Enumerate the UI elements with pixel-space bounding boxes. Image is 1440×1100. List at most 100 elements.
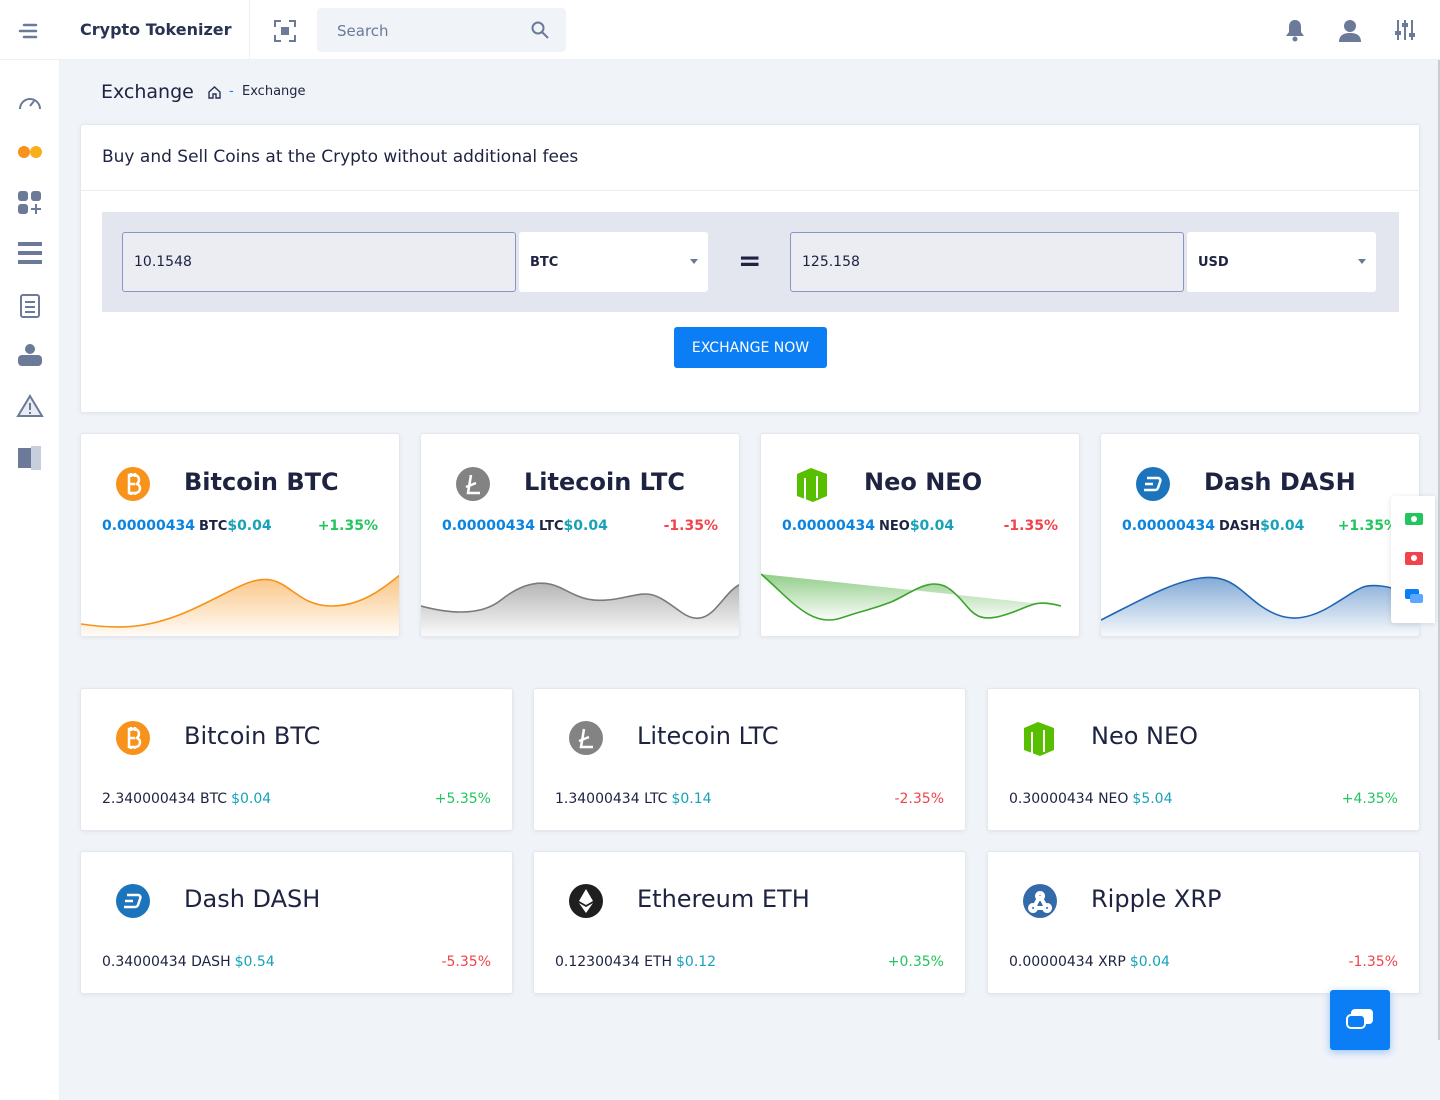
sparkline-area bbox=[761, 574, 1061, 621]
price: $0.04 bbox=[1260, 518, 1305, 534]
icon-shape bbox=[1144, 476, 1162, 492]
sparkline-line bbox=[421, 582, 739, 620]
balance-card[interactable]: Litecoin LTC 1.34000434 LTC $0.14 -2.35% bbox=[533, 688, 966, 831]
price-card[interactable]: Bitcoin BTC 0.00000434 BTC$0.04 +1.35% bbox=[80, 433, 400, 637]
sparkline-line bbox=[761, 573, 1062, 621]
breadcrumb-separator: - bbox=[229, 84, 234, 99]
nav-tasks[interactable] bbox=[19, 292, 41, 318]
exchange-heading: Buy and Sell Coins at the Crypto without… bbox=[102, 147, 579, 167]
fullscreen-icon[interactable] bbox=[274, 20, 296, 42]
change: -1.35% bbox=[1348, 954, 1398, 970]
sparkline-line bbox=[81, 574, 399, 628]
quick-chat[interactable] bbox=[1404, 588, 1424, 604]
coin-balance: 0.00000434 XRP $0.04 bbox=[1009, 954, 1170, 970]
breadcrumb-current: Exchange bbox=[242, 84, 306, 99]
amount: 0.00000434 XRP bbox=[1009, 954, 1126, 970]
settings-icon[interactable] bbox=[1394, 18, 1416, 42]
coin-name: Litecoin LTC bbox=[524, 468, 685, 496]
coin-icon bbox=[1136, 467, 1170, 501]
change: -1.35% bbox=[1003, 518, 1058, 534]
search-placeholder: Search bbox=[337, 22, 389, 40]
coin-balance: 2.340000434 BTC $0.04 bbox=[102, 791, 271, 807]
balance-card[interactable]: Bitcoin BTC 2.340000434 BTC $0.04 +5.35% bbox=[80, 688, 513, 831]
coin-icon bbox=[456, 467, 490, 501]
icon-shape bbox=[804, 476, 818, 500]
dropdown-caret bbox=[1358, 259, 1366, 264]
coin-name: Litecoin LTC bbox=[637, 722, 779, 750]
coin-icon bbox=[1024, 722, 1054, 756]
icon-shape bbox=[127, 473, 142, 495]
balance-card[interactable]: Ethereum ETH 0.12300434 ETH $0.12 +0.35% bbox=[533, 851, 966, 994]
menu-toggle[interactable] bbox=[18, 22, 38, 40]
notification-icon[interactable] bbox=[1284, 18, 1306, 42]
to-amount: 125.158 bbox=[802, 254, 860, 270]
chat-button[interactable] bbox=[1330, 990, 1390, 1050]
amount: 0.00000434 bbox=[782, 518, 875, 534]
search-box[interactable]: Search bbox=[317, 8, 566, 52]
icon-shape bbox=[579, 889, 593, 913]
icon-shape bbox=[578, 728, 593, 749]
home-icon[interactable] bbox=[208, 86, 221, 99]
nav-alerts[interactable] bbox=[16, 394, 44, 418]
sidebar bbox=[0, 60, 60, 1100]
coin-rate: 0.00000434 BTC$0.04 bbox=[102, 518, 272, 534]
user-icon[interactable] bbox=[1339, 18, 1361, 42]
price-card[interactable]: Litecoin LTC 0.00000434 LTC$0.04 -1.35% bbox=[420, 433, 740, 637]
nav-tables[interactable] bbox=[17, 241, 43, 267]
change: +0.35% bbox=[887, 954, 944, 970]
coin-balance: 1.34000434 LTC $0.14 bbox=[555, 791, 712, 807]
coin-icon bbox=[116, 884, 150, 918]
sparkline bbox=[761, 573, 1062, 621]
brand[interactable]: Crypto Tokenizer bbox=[80, 20, 232, 39]
to-amount-input[interactable]: 125.158 bbox=[790, 232, 1184, 292]
nav-exchange[interactable] bbox=[16, 140, 44, 164]
coin-rate: 0.00000434 DASH$0.04 bbox=[1122, 518, 1304, 534]
coin-name: Bitcoin BTC bbox=[184, 722, 321, 750]
coin-name: Dash DASH bbox=[1204, 468, 1356, 496]
price-card[interactable]: Neo NEO 0.00000434 NEO$0.04 -1.35% bbox=[760, 433, 1080, 637]
to-currency-select[interactable]: USD bbox=[1187, 232, 1376, 292]
change: +4.35% bbox=[1341, 791, 1398, 807]
page-title: Exchange bbox=[101, 81, 194, 103]
quick-gallery[interactable] bbox=[1404, 550, 1424, 566]
coin-rate: 0.00000434 LTC$0.04 bbox=[442, 518, 608, 534]
coin-rate: 0.00000434 NEO$0.04 bbox=[782, 518, 954, 534]
unit: LTC bbox=[539, 519, 564, 534]
from-amount-input[interactable]: 10.1548 bbox=[122, 232, 516, 292]
search-icon[interactable] bbox=[531, 21, 549, 39]
balance-card[interactable]: Ripple XRP 0.00000434 XRP $0.04 -1.35% bbox=[987, 851, 1420, 994]
icon-shape bbox=[1028, 891, 1053, 913]
balance-card[interactable]: Dash DASH 0.34000434 DASH $0.54 -5.35% bbox=[80, 851, 513, 994]
amount: 0.00000434 bbox=[1122, 518, 1215, 534]
nav-dashboard[interactable] bbox=[17, 90, 43, 114]
from-currency-select[interactable]: BTC bbox=[519, 232, 708, 292]
quick-cash[interactable] bbox=[1404, 512, 1424, 526]
coin-icon bbox=[569, 884, 603, 918]
coin-balance: 0.30000434 NEO $5.04 bbox=[1009, 791, 1173, 807]
price: $0.04 bbox=[1129, 954, 1170, 970]
sparkline-area bbox=[81, 575, 399, 636]
price: $0.04 bbox=[227, 518, 272, 534]
amount: 0.34000434 DASH bbox=[102, 954, 231, 970]
sparkline-area bbox=[1101, 577, 1419, 636]
unit: BTC bbox=[199, 519, 228, 534]
sparkline-line bbox=[1101, 576, 1419, 621]
nav-apps[interactable] bbox=[17, 190, 43, 216]
balance-card[interactable]: Neo NEO 0.30000434 NEO $5.04 +4.35% bbox=[987, 688, 1420, 831]
coin-name: Ethereum ETH bbox=[637, 885, 810, 913]
sparkline bbox=[81, 574, 399, 636]
price-card[interactable]: Dash DASH 0.00000434 DASH$0.04 +1.35% bbox=[1100, 433, 1420, 637]
unit: NEO bbox=[879, 519, 910, 534]
from-currency: BTC bbox=[530, 254, 559, 270]
coin-name: Neo NEO bbox=[1091, 722, 1199, 750]
nav-security[interactable] bbox=[17, 342, 43, 368]
sparkline bbox=[421, 582, 739, 636]
exchange-button[interactable]: EXCHANGE NOW bbox=[674, 327, 827, 368]
sparkline-area bbox=[421, 583, 739, 636]
price: $0.54 bbox=[234, 954, 275, 970]
coin-icon bbox=[1023, 884, 1057, 918]
icon-shape bbox=[127, 727, 142, 749]
nav-pages[interactable] bbox=[17, 445, 43, 471]
change: -2.35% bbox=[894, 791, 944, 807]
